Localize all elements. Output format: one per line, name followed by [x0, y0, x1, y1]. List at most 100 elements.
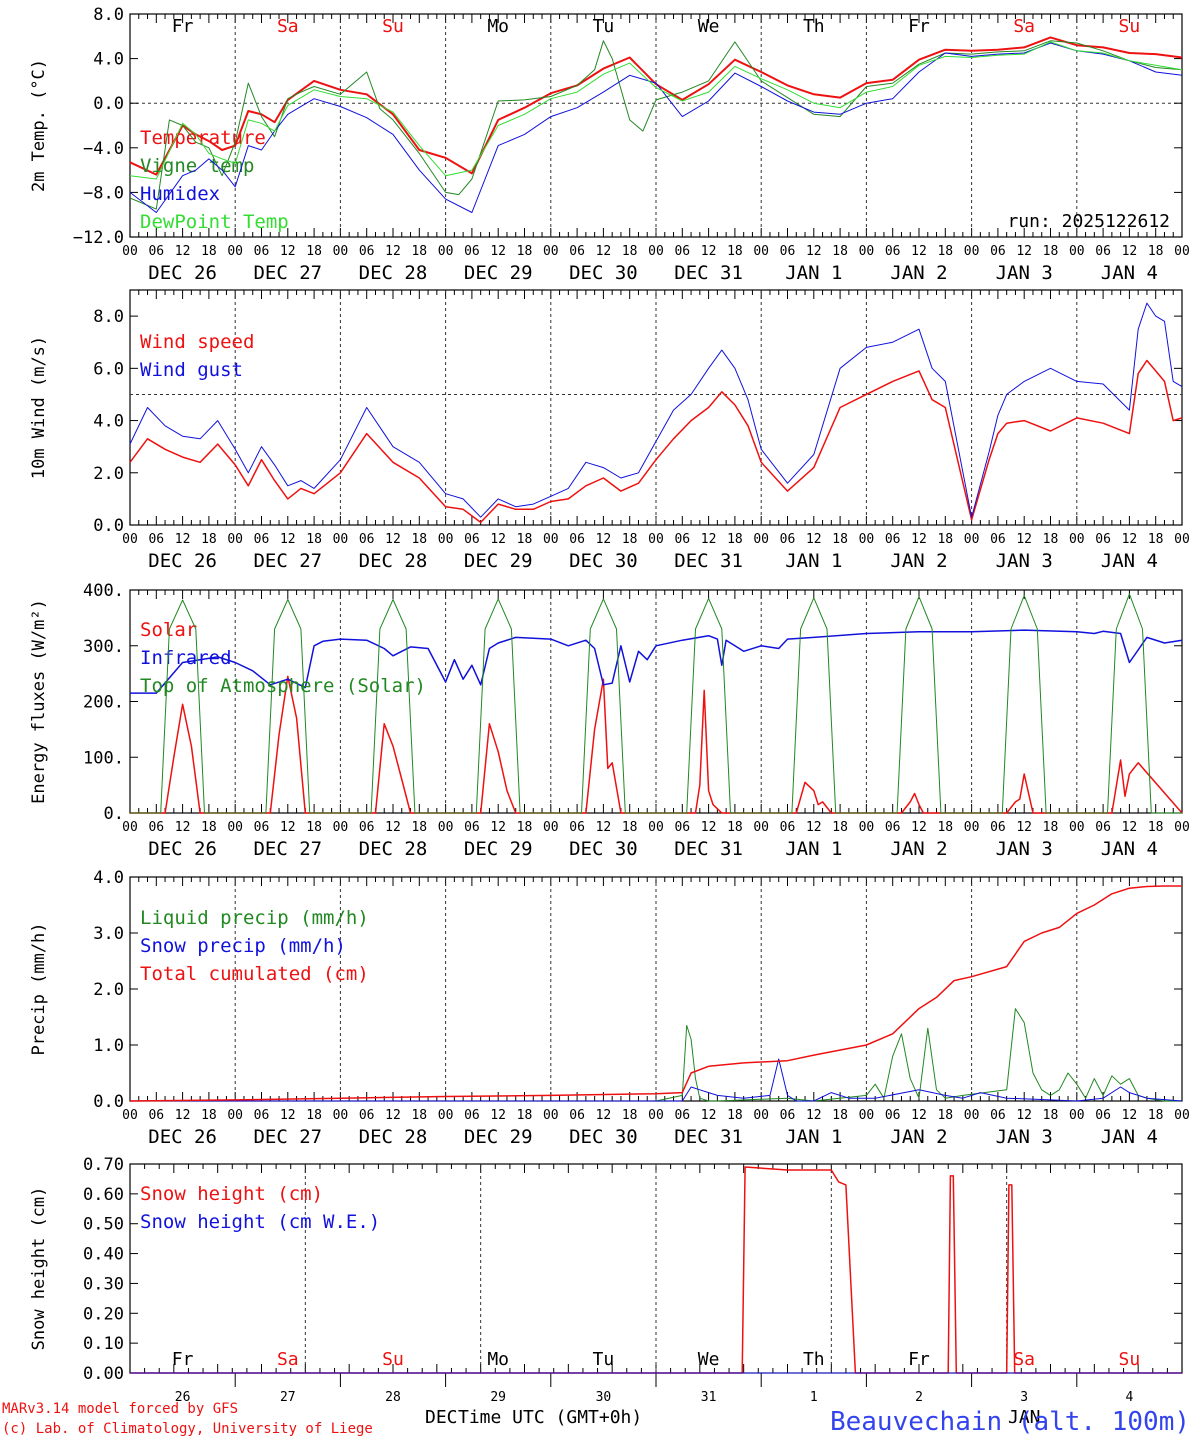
hour-label: 12	[806, 532, 822, 547]
series-liquid-precip-mm-h-	[130, 1008, 1182, 1102]
hour-label: 00	[964, 1108, 980, 1123]
hour-label: 18	[1148, 820, 1164, 835]
legend-entry: Snow height (cm)	[140, 1183, 323, 1205]
series-top-of-atmosphere-solar-	[130, 593, 1182, 814]
hour-label: 00	[122, 820, 138, 835]
hour-label: 06	[254, 244, 270, 259]
hour-label: 12	[385, 820, 401, 835]
legend-entry: Top of Atmosphere (Solar)	[140, 675, 426, 697]
weekday-label: Sa	[1013, 16, 1035, 37]
legend-entry: Total cumulated (cm)	[140, 963, 369, 985]
series-temperature	[129, 36, 1183, 176]
panel-4: 4.0 3.0 2.0 1.0 0.0 Precip (mm/h) 00 06 12 18 00 06…	[29, 868, 1190, 1148]
hour-label: 12	[490, 1108, 506, 1123]
hour-label: 06	[254, 820, 270, 835]
hour-label: 12	[280, 532, 296, 547]
date-label: JAN 2	[890, 838, 947, 860]
weekday-label: Tu	[593, 16, 615, 37]
hour-label: 00	[859, 820, 875, 835]
hour-label: 00	[859, 532, 875, 547]
date-label: JAN 4	[1101, 838, 1158, 860]
hour-label: 06	[148, 244, 164, 259]
hour-label: 12	[701, 820, 717, 835]
hour-label: 00	[333, 532, 349, 547]
hour-label: 12	[385, 532, 401, 547]
y-tick-label: 0.00	[83, 1364, 124, 1384]
date-label: JAN 4	[1101, 1126, 1158, 1148]
y-axis-label: 10m Wind (m/s)	[29, 336, 49, 479]
hour-label: 00	[227, 532, 243, 547]
y-axis-label: Energy fluxes (W/m²)	[29, 599, 49, 804]
weekday-label: Su	[382, 1349, 404, 1370]
bottom-day-label: 2	[915, 1390, 923, 1405]
hour-label: 00	[648, 1108, 664, 1123]
hour-label: 18	[306, 244, 322, 259]
bottom-day-label: 27	[280, 1390, 296, 1405]
date-label: DEC 27	[253, 550, 322, 572]
date-label: JAN 1	[785, 838, 842, 860]
y-tick-label: −8.0	[83, 183, 124, 203]
date-label: DEC 26	[148, 550, 217, 572]
hour-label: 12	[1122, 532, 1138, 547]
hour-label: 18	[306, 532, 322, 547]
date-label: DEC 27	[253, 262, 322, 284]
hour-label: 00	[964, 532, 980, 547]
hour-label: 06	[780, 244, 796, 259]
hour-label: 18	[201, 1108, 217, 1123]
weekday-label: Th	[803, 1349, 825, 1370]
hour-label: 12	[175, 1108, 191, 1123]
hour-label: 18	[727, 244, 743, 259]
hour-label: 18	[201, 820, 217, 835]
hour-label: 12	[911, 532, 927, 547]
date-label: JAN 3	[996, 1126, 1053, 1148]
date-label: JAN 2	[890, 550, 947, 572]
y-tick-label: 4.0	[93, 868, 124, 888]
hour-label: 18	[201, 532, 217, 547]
hour-label: 12	[701, 1108, 717, 1123]
y-axis-label: Snow height (cm)	[29, 1187, 49, 1351]
date-label: JAN 1	[785, 262, 842, 284]
hour-label: 06	[464, 532, 480, 547]
hour-label: 00	[1069, 820, 1085, 835]
hour-label: 12	[806, 1108, 822, 1123]
hour-label: 06	[780, 532, 796, 547]
hour-label: 18	[832, 244, 848, 259]
credit-line-2: (c) Lab. of Climatology, University of L…	[2, 1421, 373, 1437]
hour-label: 18	[727, 820, 743, 835]
hour-label: 00	[648, 532, 664, 547]
hour-label: 00	[438, 1108, 454, 1123]
date-label: DEC 31	[674, 550, 743, 572]
y-tick-label: 0.50	[83, 1215, 124, 1235]
hour-label: 06	[674, 820, 690, 835]
bottom-month-right: JAN	[1008, 1407, 1041, 1428]
y-axis-label: Precip (mm/h)	[29, 922, 49, 1055]
hour-label: 12	[911, 820, 927, 835]
date-label: DEC 28	[359, 550, 428, 572]
hour-label: 00	[1069, 1108, 1085, 1123]
hour-label: 06	[780, 1108, 796, 1123]
hour-label: 12	[490, 532, 506, 547]
hour-label: 00	[1174, 820, 1190, 835]
hour-label: 18	[727, 532, 743, 547]
weekday-label: Fr	[908, 16, 930, 37]
hour-label: 12	[1122, 1108, 1138, 1123]
weekday-label: Th	[803, 16, 825, 37]
y-tick-label: 2.0	[93, 464, 124, 484]
hour-label: 06	[464, 244, 480, 259]
hour-label: 18	[727, 1108, 743, 1123]
hour-label: 00	[964, 244, 980, 259]
date-label: JAN 3	[996, 550, 1053, 572]
hour-label: 18	[411, 532, 427, 547]
y-tick-label: 4.0	[93, 50, 124, 70]
hour-label: 18	[937, 532, 953, 547]
date-label: DEC 31	[674, 838, 743, 860]
y-tick-label: 0.40	[83, 1245, 124, 1265]
panel-2: 8.0 6.0 4.0 2.0 0.0 10m Wind (m/s) 00 06 12 18 00 0…	[29, 289, 1190, 572]
hour-label: 00	[859, 244, 875, 259]
hour-label: 06	[148, 820, 164, 835]
series-snow-precip-mm-h-	[130, 1058, 1183, 1102]
date-label: DEC 29	[464, 838, 533, 860]
hour-label: 06	[148, 1108, 164, 1123]
hour-label: 18	[622, 532, 638, 547]
date-label: DEC 26	[148, 1126, 217, 1148]
